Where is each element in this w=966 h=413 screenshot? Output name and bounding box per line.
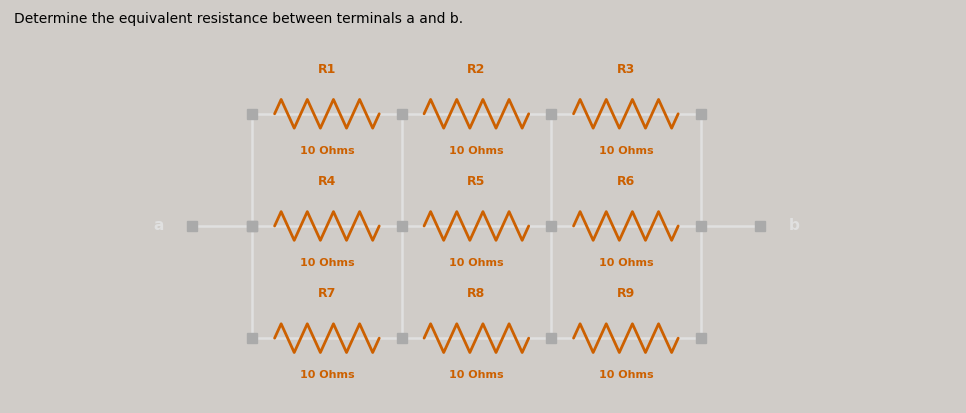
Text: 10 Ohms: 10 Ohms [449, 370, 503, 380]
Text: b: b [788, 218, 800, 233]
Text: 10 Ohms: 10 Ohms [299, 146, 355, 156]
Text: R7: R7 [318, 287, 336, 300]
Text: R1: R1 [318, 63, 336, 76]
Text: 10 Ohms: 10 Ohms [599, 146, 653, 156]
Text: R6: R6 [616, 175, 635, 188]
Text: 10 Ohms: 10 Ohms [299, 370, 355, 380]
Text: Determine the equivalent resistance between terminals a and b.: Determine the equivalent resistance betw… [14, 12, 464, 26]
Text: 10 Ohms: 10 Ohms [599, 370, 653, 380]
Text: R2: R2 [468, 63, 486, 76]
Text: R5: R5 [468, 175, 486, 188]
Text: 10 Ohms: 10 Ohms [449, 146, 503, 156]
Text: R8: R8 [468, 287, 486, 300]
Text: 10 Ohms: 10 Ohms [299, 258, 355, 268]
Text: 10 Ohms: 10 Ohms [449, 258, 503, 268]
Text: R9: R9 [616, 287, 635, 300]
Text: R4: R4 [318, 175, 336, 188]
Text: a: a [154, 218, 164, 233]
Text: 10 Ohms: 10 Ohms [599, 258, 653, 268]
Text: R3: R3 [616, 63, 635, 76]
